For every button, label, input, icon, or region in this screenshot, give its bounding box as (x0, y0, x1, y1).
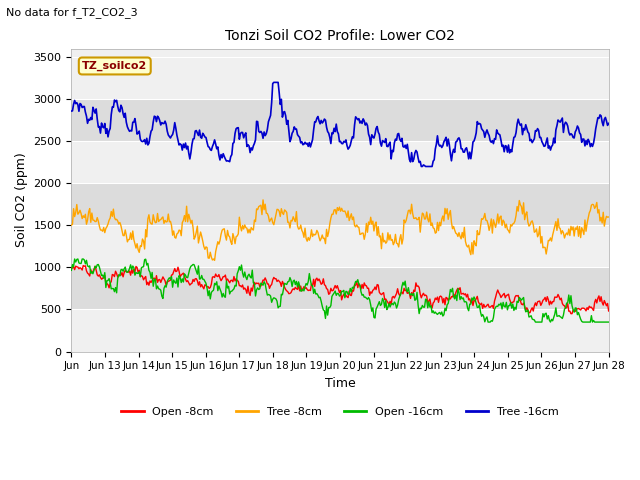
Title: Tonzi Soil CO2 Profile: Lower CO2: Tonzi Soil CO2 Profile: Lower CO2 (225, 29, 455, 43)
Legend: Open -8cm, Tree -8cm, Open -16cm, Tree -16cm: Open -8cm, Tree -8cm, Open -16cm, Tree -… (117, 403, 563, 421)
X-axis label: Time: Time (324, 377, 355, 390)
Y-axis label: Soil CO2 (ppm): Soil CO2 (ppm) (15, 153, 28, 248)
Bar (72, 183, 609, 225)
Text: TZ_soilco2: TZ_soilco2 (82, 61, 147, 71)
Bar (72, 99, 609, 141)
Text: No data for f_T2_CO2_3: No data for f_T2_CO2_3 (6, 7, 138, 18)
Bar (72, 267, 609, 310)
